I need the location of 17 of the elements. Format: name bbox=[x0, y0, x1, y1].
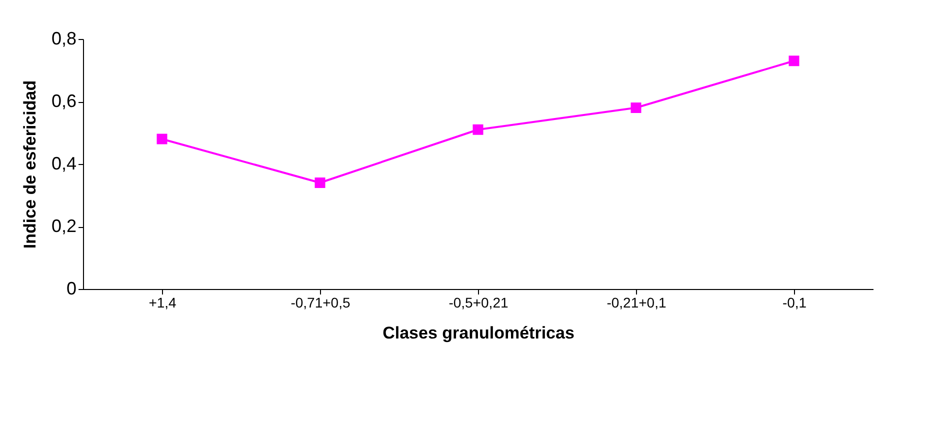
x-tick-label: -0,1 bbox=[782, 294, 807, 310]
x-tick-label: -0,71+0,5 bbox=[290, 294, 350, 310]
y-axis-title: Indice de esfericidad bbox=[20, 80, 40, 249]
x-tick-label: -0,21+0,1 bbox=[606, 294, 666, 310]
y-tick-label: 0,6 bbox=[51, 91, 76, 111]
y-tick-label: 0,2 bbox=[51, 216, 76, 236]
x-tick-label: +1,4 bbox=[148, 294, 177, 310]
y-tick-label: 0,4 bbox=[51, 154, 76, 174]
y-tick-label: 0 bbox=[66, 278, 76, 298]
point bbox=[156, 134, 168, 144]
y-tick-label: 0,8 bbox=[51, 28, 76, 48]
point bbox=[788, 56, 800, 66]
point bbox=[314, 178, 326, 188]
point bbox=[472, 124, 484, 135]
x-tick-label: -0,5+0,21 bbox=[448, 294, 508, 310]
point bbox=[630, 102, 642, 113]
x-axis-title: Clases granulométricas bbox=[382, 324, 574, 342]
